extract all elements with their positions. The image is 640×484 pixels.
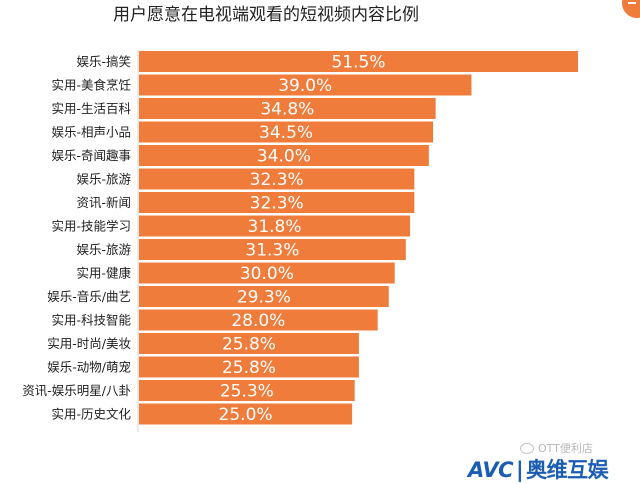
- category-label-8: 娱乐-旅游: [76, 242, 131, 257]
- category-label-7: 实用-技能学习: [51, 219, 131, 234]
- bar-value-label-2: 34.8%: [260, 100, 314, 120]
- bar-15: [139, 403, 353, 425]
- bar-value-label-3: 34.5%: [259, 123, 313, 143]
- bar-value-label-5: 32.3%: [250, 170, 304, 190]
- bar-value-label-4: 34.0%: [257, 147, 311, 167]
- category-label-9: 实用-健康: [76, 266, 131, 281]
- bar-value-label-9: 30.0%: [240, 264, 294, 284]
- category-label-15: 实用-历史文化: [51, 407, 131, 422]
- bar-value-label-6: 32.3%: [250, 194, 304, 214]
- bar-5: [139, 168, 415, 190]
- category-label-11: 实用-科技智能: [51, 313, 131, 328]
- brand-logo: AVC | 奥维互娱: [468, 454, 609, 484]
- bar-value-label-0: 51.5%: [331, 53, 385, 73]
- bar-4: [139, 145, 429, 166]
- bar-value-label-12: 25.8%: [222, 335, 276, 355]
- bar-1: [139, 74, 472, 96]
- bar-value-label-15: 25.0%: [219, 405, 273, 425]
- category-label-10: 娱乐-音乐/曲艺: [47, 289, 131, 304]
- bar-value-label-10: 29.3%: [237, 288, 291, 308]
- category-label-13: 娱乐-动物/萌宠: [47, 360, 131, 375]
- bar-3: [139, 121, 434, 143]
- bar-value-label-8: 31.3%: [245, 241, 299, 261]
- bar-value-label-1: 39.0%: [278, 76, 332, 96]
- bar-12: [139, 333, 359, 354]
- corner-logo-icon: [622, 0, 640, 18]
- chart-title: 用户愿意在电视端观看的短视频内容比例: [113, 5, 419, 25]
- category-label-6: 资讯-新闻: [76, 195, 131, 210]
- bar-11: [139, 309, 378, 331]
- category-label-5: 娱乐-旅游: [76, 172, 131, 187]
- bar-value-label-7: 31.8%: [248, 217, 302, 237]
- bar-series: 51.5% 娱乐-搞笑 39.0% 实用-美食烹饪 34.8% 实用-生活百科 34.5% 娱…: [22, 51, 578, 425]
- wechat-icon: [520, 442, 534, 454]
- bar-10: [139, 286, 389, 307]
- category-label-4: 娱乐-奇闻趣事: [51, 148, 131, 163]
- bar-2: [139, 98, 436, 119]
- bar-9: [139, 262, 395, 284]
- bar-8: [139, 239, 406, 260]
- category-label-1: 实用-美食烹饪: [51, 78, 131, 93]
- category-label-14: 资讯-娱乐明星/八卦: [22, 383, 131, 398]
- bar-value-label-14: 25.3%: [220, 382, 274, 402]
- wechat-account-name: OTT便利店: [538, 442, 593, 455]
- bar-value-label-13: 25.8%: [222, 358, 276, 378]
- category-label-3: 娱乐-相声小品: [51, 125, 131, 140]
- brand-separator: |: [516, 458, 524, 482]
- brand-logo-cn: 奥维互娱: [526, 458, 609, 482]
- bar-0: [139, 51, 578, 72]
- category-label-0: 娱乐-搞笑: [76, 54, 131, 69]
- bar-6: [139, 192, 415, 213]
- bar-13: [139, 356, 359, 378]
- bar-7: [139, 215, 411, 237]
- wechat-watermark: OTT便利店: [520, 440, 593, 456]
- bar-value-label-11: 28.0%: [231, 311, 285, 331]
- brand-logo-en: AVC: [468, 458, 514, 482]
- category-label-12: 实用-时尚/美妆: [47, 336, 131, 351]
- category-label-2: 实用-生活百科: [51, 101, 131, 116]
- bar-14: [139, 380, 355, 401]
